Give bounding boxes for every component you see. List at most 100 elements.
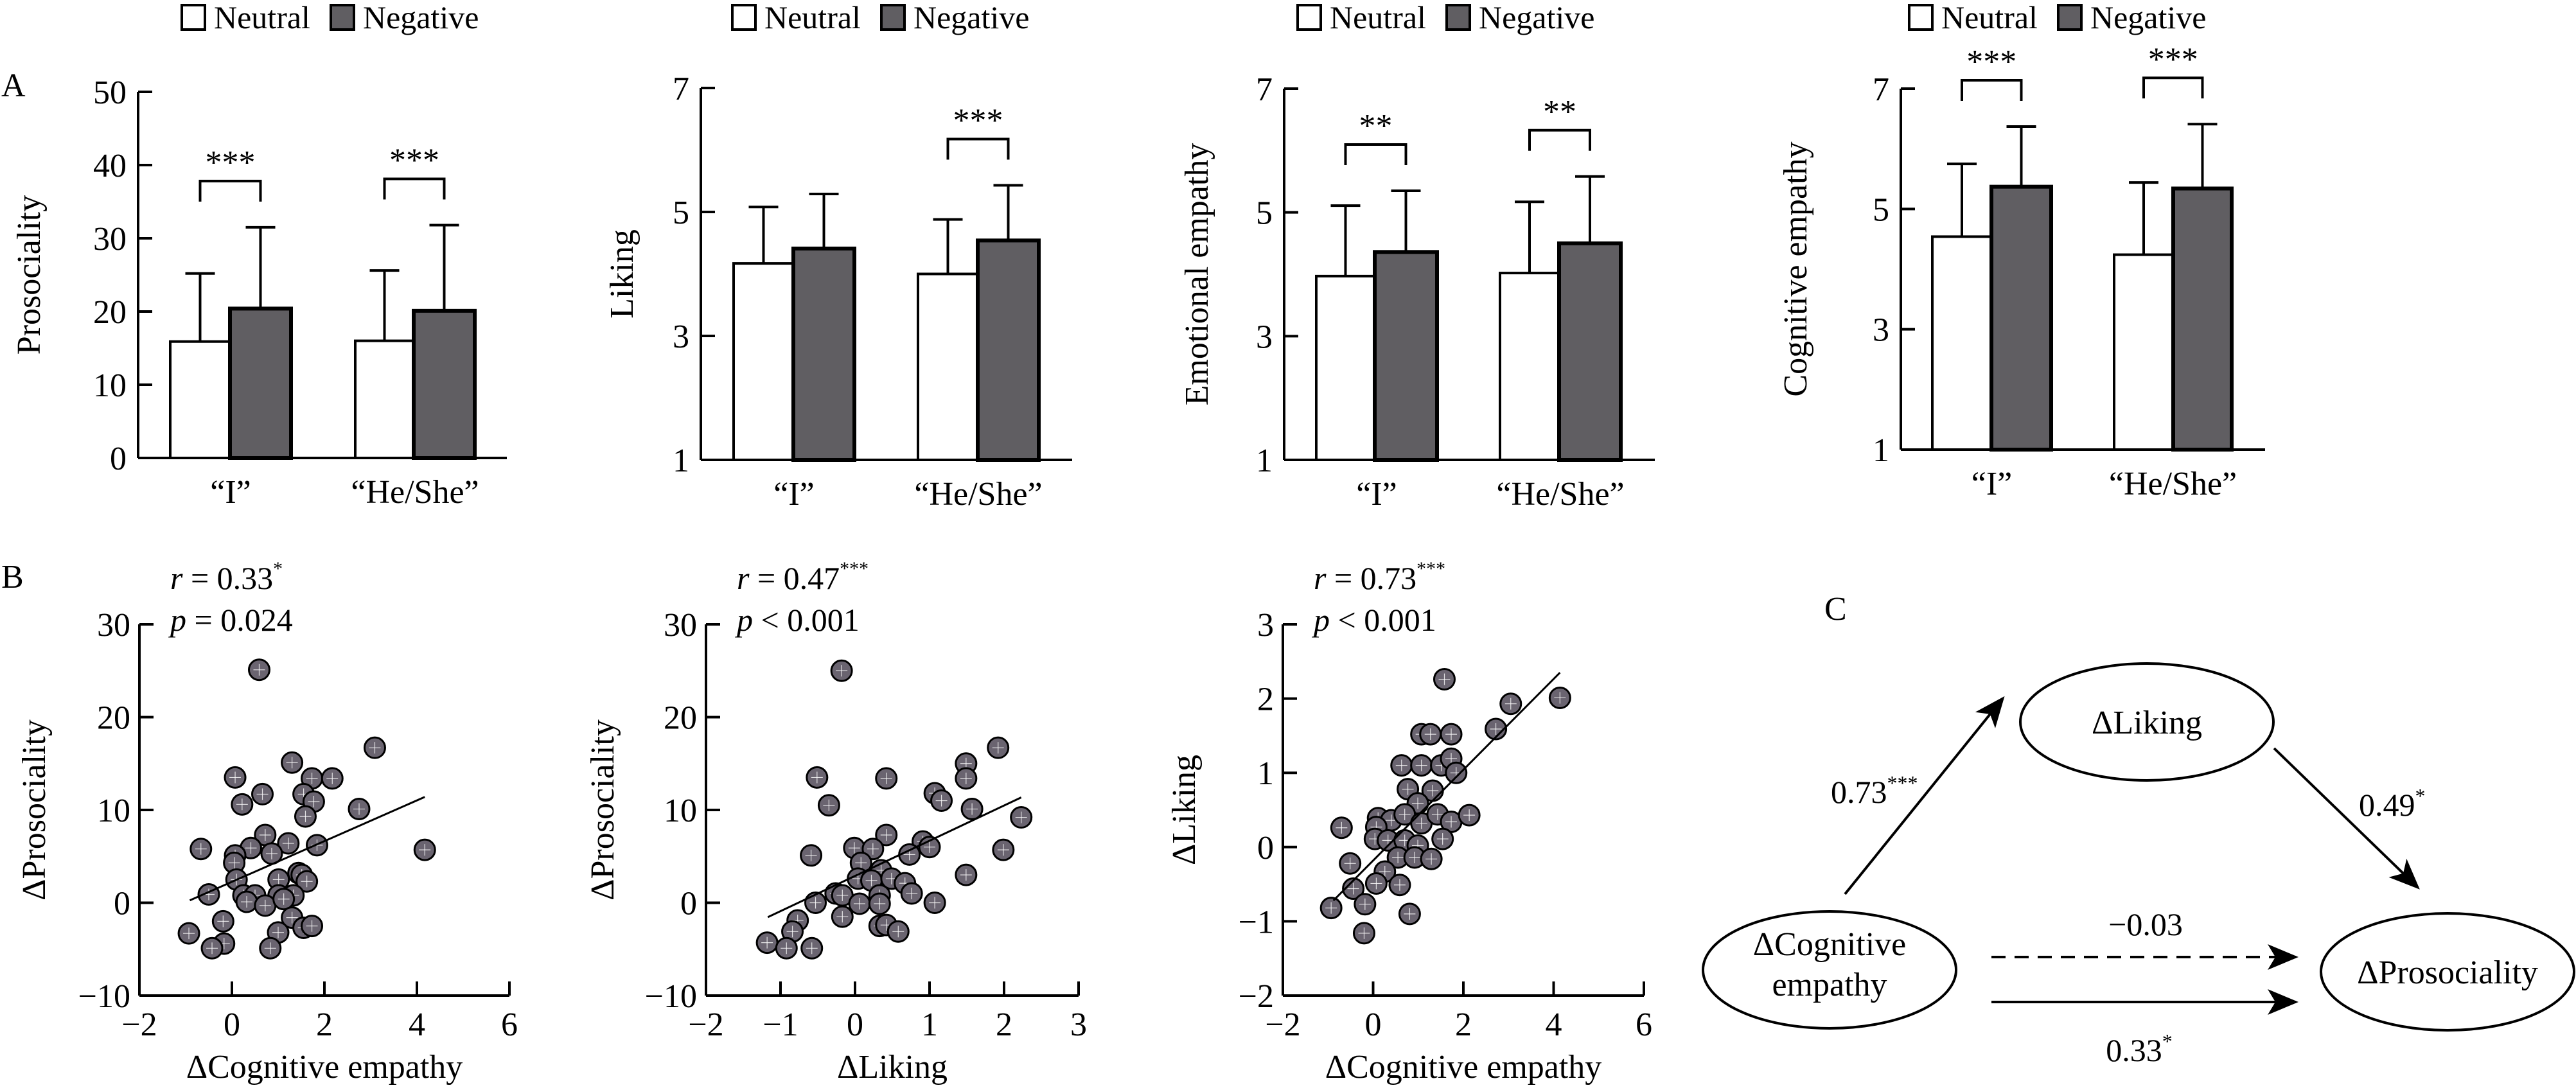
x-tick-label: −2 <box>1265 1006 1300 1043</box>
path-b-arrow <box>2273 747 2420 890</box>
bar-neutral <box>169 340 231 459</box>
y-tick-label: 20 <box>664 700 697 737</box>
data-point <box>223 851 246 874</box>
y-tick-label: 50 <box>93 75 127 111</box>
y-tick-label: 30 <box>93 221 127 258</box>
stat-r: r = 0.47*** <box>737 558 869 596</box>
data-point <box>247 658 270 681</box>
significance-bracket <box>946 137 1010 160</box>
y-axis-label: Liking <box>604 229 640 319</box>
stat-r-value: = 0.73 <box>1326 560 1416 596</box>
data-point <box>1445 761 1468 784</box>
node-cognitive-label-line2: empathy <box>1772 967 1887 1003</box>
y-tick-label: 1 <box>673 443 689 479</box>
significance-stars: *** <box>206 145 256 181</box>
legend-label-neutral: Neutral <box>1330 0 1426 35</box>
category-label: “I” <box>773 476 814 513</box>
scatter-plot-scatter-cog-liking: −2 −1 0 1 2 3 −2 0 2 4 6 ΔCognitive empathy ΔLiking r… <box>1166 558 1652 1086</box>
y-axis-label: Prosociality <box>11 195 48 355</box>
y-tick-label: 5 <box>673 195 689 231</box>
data-point <box>1010 806 1033 829</box>
x-axis-label: ΔCognitive empathy <box>186 1049 463 1086</box>
data-point <box>775 936 798 960</box>
category-label: “I” <box>210 474 251 511</box>
data-point <box>254 823 277 847</box>
panel-label-a: A <box>1 67 26 104</box>
panel-label-c: C <box>1824 591 1847 628</box>
stat-r-sig: *** <box>840 558 869 579</box>
stat-r: r = 0.33* <box>170 558 283 596</box>
y-tick-label: 2 <box>1257 681 1274 718</box>
data-point <box>875 823 898 847</box>
regression-line <box>1332 672 1561 902</box>
legend: Neutral Negative <box>1296 0 1594 35</box>
data-point <box>413 838 436 861</box>
data-point <box>831 905 854 928</box>
data-point <box>987 736 1010 759</box>
node-prosociality <box>2320 912 2575 1032</box>
significance-bracket <box>1344 143 1407 165</box>
data-point <box>817 794 840 817</box>
data-point <box>1342 877 1365 901</box>
bar-negative <box>1989 184 2053 452</box>
legend-label-neutral: Neutral <box>1941 0 2038 35</box>
bar-negative <box>228 306 293 460</box>
data-point <box>277 832 300 855</box>
path-a-arrow <box>1844 696 2005 895</box>
bar-negative <box>1557 241 1623 462</box>
data-point <box>918 836 941 859</box>
significance-bracket <box>198 179 262 202</box>
stat-r-value: = 0.33 <box>182 560 273 596</box>
y-tick-label: 3 <box>673 319 689 355</box>
y-tick-label: −10 <box>78 978 130 1015</box>
scatter-plot-scatter-cog-pros: −10 0 10 20 30 −2 0 2 4 6 ΔCognitive empathy ΔProso… <box>16 558 518 1086</box>
data-point <box>294 805 317 828</box>
y-tick-label: 30 <box>97 607 130 644</box>
panel-label-b: B <box>1 559 24 595</box>
data-point <box>1319 897 1343 920</box>
data-point <box>1440 723 1463 746</box>
y-axis-label: ΔProsociality <box>585 719 621 901</box>
path-c-prime-label: −0.03 <box>2108 906 2183 942</box>
data-point <box>992 838 1015 861</box>
x-tick-label: 3 <box>1070 1006 1087 1043</box>
legend-swatch-neutral <box>1296 4 1322 31</box>
category-label: “He/She” <box>914 476 1042 513</box>
significance-bracket <box>383 177 446 200</box>
stat-p-value: < 0.001 <box>1330 602 1436 638</box>
y-axis-label: Cognitive empathy <box>1778 141 1814 396</box>
y-tick-label: 10 <box>664 793 697 829</box>
data-point <box>272 888 296 911</box>
legend-label-negative: Negative <box>1479 0 1594 35</box>
stat-r-value: = 0.47 <box>749 560 840 596</box>
x-tick-label: 4 <box>1546 1006 1562 1043</box>
x-tick-label: 6 <box>1636 1006 1652 1043</box>
legend-label-negative: Negative <box>913 0 1029 35</box>
regression-line <box>767 796 1022 919</box>
data-point <box>1431 827 1454 850</box>
data-point <box>923 892 946 914</box>
data-point <box>1352 922 1375 945</box>
y-tick-label: 3 <box>1257 607 1274 644</box>
data-point <box>960 798 984 821</box>
data-point <box>1499 692 1522 716</box>
significance-stars: *** <box>2148 41 2198 78</box>
data-point <box>177 922 200 945</box>
data-point <box>363 736 386 759</box>
data-point <box>254 894 277 917</box>
data-point <box>190 838 213 861</box>
node-liking <box>2019 662 2275 782</box>
x-tick-label: 0 <box>224 1006 240 1043</box>
y-tick-label: 20 <box>93 294 127 331</box>
stat-r-symbol: r <box>1314 560 1327 596</box>
y-tick-label: 5 <box>1256 195 1273 232</box>
stat-r-sig: *** <box>1416 558 1445 579</box>
data-point <box>930 789 953 813</box>
data-point <box>1398 902 1421 926</box>
y-axis-label: ΔProsociality <box>16 719 53 901</box>
stat-r-symbol: r <box>170 560 183 596</box>
data-point <box>1419 723 1442 746</box>
data-point <box>301 915 324 938</box>
significance-bracket <box>2142 76 2204 99</box>
data-point <box>806 766 829 789</box>
